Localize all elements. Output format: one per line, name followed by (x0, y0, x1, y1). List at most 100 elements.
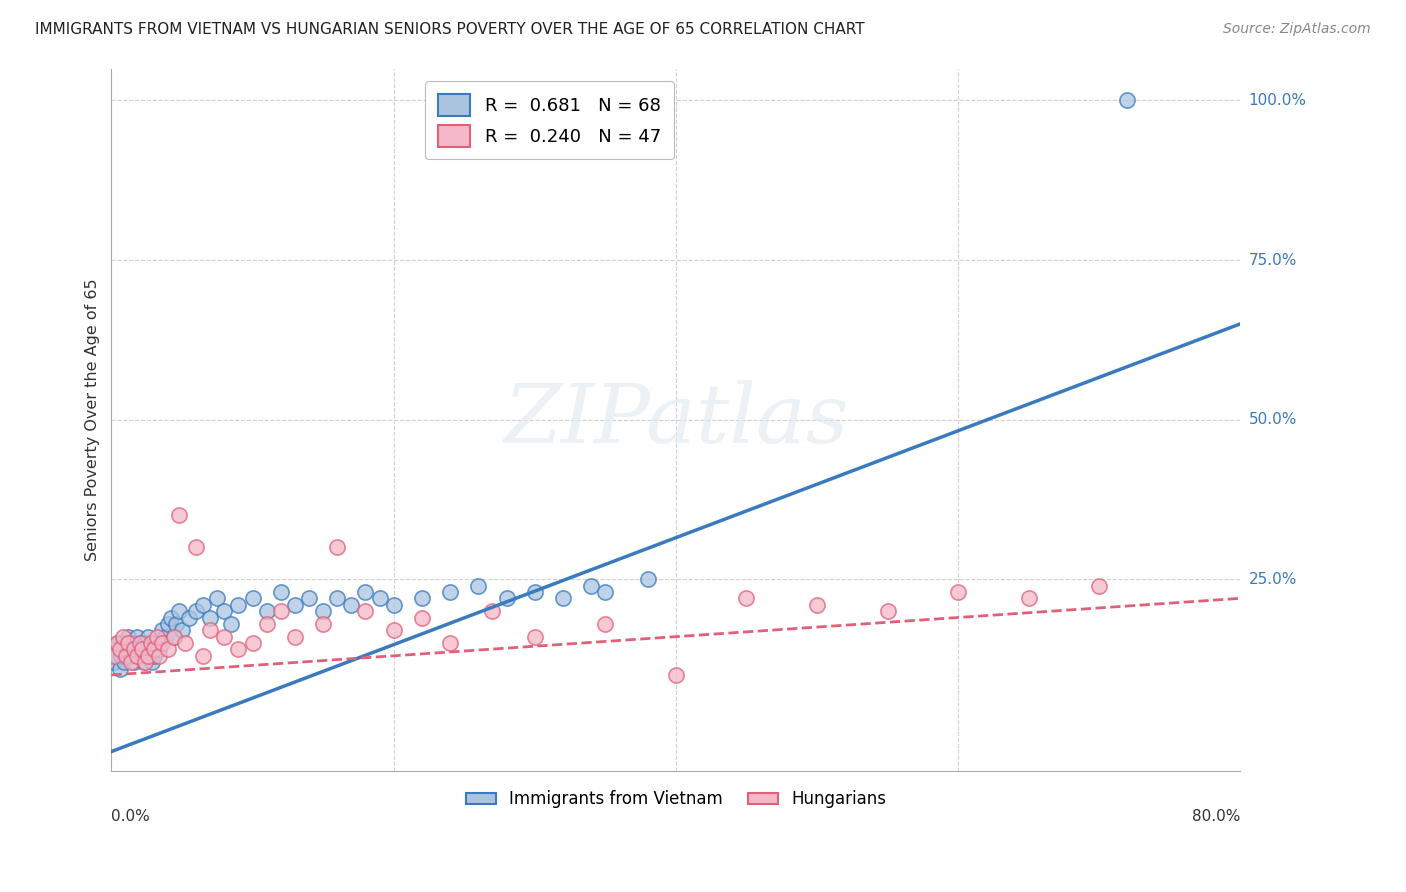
Point (145, 630, 167, 644)
Point (111, 636, 134, 650)
Point (214, 630, 236, 644)
Point (108, 662, 131, 676)
Point (165, 616, 187, 631)
Text: ZIPatlas: ZIPatlas (503, 380, 849, 459)
Point (103, 648, 125, 663)
Point (128, 642, 150, 657)
Point (481, 604, 503, 618)
Point (1088, 578, 1111, 592)
Point (121, 636, 143, 650)
Point (153, 630, 176, 644)
Point (551, 591, 574, 606)
Point (141, 655, 163, 669)
Point (115, 648, 138, 663)
Point (167, 508, 190, 523)
Point (122, 655, 145, 669)
Point (382, 624, 405, 638)
Point (105, 648, 128, 663)
Point (131, 642, 153, 657)
Point (111, 630, 134, 644)
Point (125, 648, 148, 663)
Point (104, 642, 127, 657)
Point (637, 572, 659, 586)
Text: 100.0%: 100.0% (1249, 93, 1306, 108)
Point (439, 585, 461, 599)
Point (411, 610, 433, 624)
Point (312, 604, 335, 618)
Point (198, 624, 221, 638)
Point (132, 655, 155, 669)
Text: IMMIGRANTS FROM VIETNAM VS HUNGARIAN SENIORS POVERTY OVER THE AGE OF 65 CORRELAT: IMMIGRANTS FROM VIETNAM VS HUNGARIAN SEN… (35, 22, 865, 37)
Point (806, 598, 828, 612)
Point (139, 636, 162, 650)
Y-axis label: Seniors Poverty Over the Age of 65: Seniors Poverty Over the Age of 65 (86, 278, 100, 561)
Point (114, 648, 136, 663)
Point (135, 642, 157, 657)
Point (156, 642, 179, 657)
Point (117, 630, 139, 644)
Point (136, 630, 159, 644)
Point (595, 616, 617, 631)
Point (340, 598, 363, 612)
Point (184, 604, 207, 618)
Point (162, 630, 184, 644)
Point (118, 642, 141, 657)
Point (214, 604, 236, 618)
Point (523, 630, 546, 644)
Point (270, 604, 292, 618)
Point (128, 636, 150, 650)
Point (112, 655, 135, 669)
Point (134, 636, 156, 650)
Point (228, 642, 250, 657)
Point (735, 591, 758, 606)
Text: 75.0%: 75.0% (1249, 252, 1296, 268)
Point (495, 591, 517, 606)
Point (173, 636, 195, 650)
Point (138, 648, 160, 663)
Point (120, 655, 142, 669)
Point (256, 616, 278, 631)
Point (122, 642, 145, 657)
Point (270, 585, 292, 599)
Point (876, 604, 898, 618)
Point (105, 636, 128, 650)
Point (177, 610, 200, 624)
Point (242, 636, 264, 650)
Point (411, 591, 433, 606)
Point (665, 668, 688, 682)
Point (256, 604, 278, 618)
Point (142, 648, 165, 663)
Point (326, 541, 349, 555)
Point (159, 610, 181, 624)
Text: Source: ZipAtlas.com: Source: ZipAtlas.com (1223, 22, 1371, 37)
Point (207, 591, 229, 606)
Point (150, 624, 173, 638)
Point (129, 636, 152, 650)
Point (198, 610, 221, 624)
Point (148, 648, 170, 663)
Point (579, 578, 602, 592)
Text: 80.0%: 80.0% (1192, 809, 1240, 824)
Point (382, 598, 405, 612)
Point (595, 585, 617, 599)
Point (142, 642, 165, 657)
Point (439, 636, 461, 650)
Point (156, 616, 179, 631)
Point (108, 642, 131, 657)
Point (228, 598, 250, 612)
Point (191, 648, 214, 663)
Point (103, 655, 125, 669)
Text: 0.0%: 0.0% (111, 809, 150, 824)
Point (125, 630, 148, 644)
Point (326, 591, 349, 606)
Point (124, 642, 146, 657)
Point (145, 636, 167, 650)
Point (467, 578, 489, 592)
Point (120, 648, 142, 663)
Legend: Immigrants from Vietnam, Hungarians: Immigrants from Vietnam, Hungarians (458, 784, 893, 815)
Point (167, 604, 190, 618)
Text: 25.0%: 25.0% (1249, 572, 1296, 587)
Point (1116, 94, 1139, 108)
Point (107, 636, 129, 650)
Text: 50.0%: 50.0% (1249, 412, 1296, 427)
